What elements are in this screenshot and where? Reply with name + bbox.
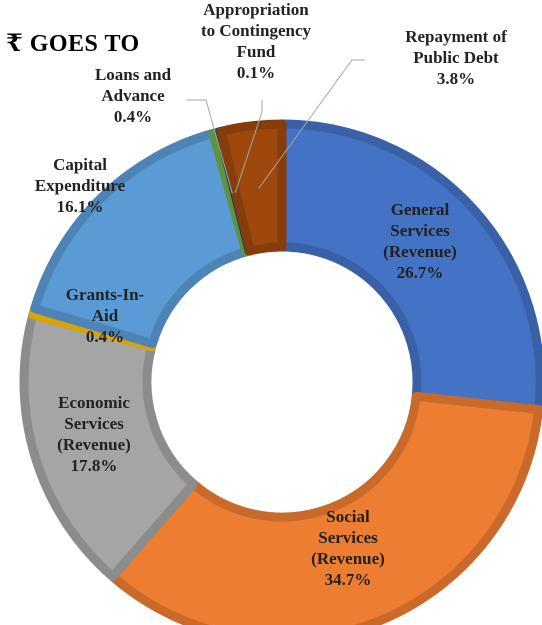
label-grants-in-aid: Grants-In-Aid 0.4%	[66, 285, 145, 346]
slice-capital-expenditure	[30, 128, 251, 349]
label-economic-services-revenue: Economic Services (Revenue) 17.8%	[57, 393, 131, 475]
slice-general-services-revenue	[277, 119, 542, 415]
slice-repayment-of-public-debt	[216, 119, 287, 256]
label-loans-and-advance: Loans and Advance 0.4%	[95, 65, 172, 126]
label-general-services-revenue: General Services (Revenue) 26.7%	[383, 200, 457, 282]
label-appropriation-to-contingency-fund: Appropriation to Contingency Fund 0.1%	[201, 0, 312, 82]
leader-line-repayment-of-public-debt	[258, 59, 365, 189]
leader-line-loans-and-advance	[186, 99, 233, 194]
label-repayment-of-public-debt: Repayment of Public Debt 3.8%	[405, 27, 507, 88]
label-social-services-revenue: Social Services (Revenue) 34.7%	[311, 507, 385, 589]
label-capital-expenditure: Capital Expenditure 16.1%	[35, 155, 126, 216]
slice-economic-services-revenue	[19, 310, 198, 582]
leader-line-appropriation-to-contingency-fund	[234, 100, 263, 193]
chart-title: ₹ GOES TO	[6, 31, 140, 57]
slice-social-services-revenue	[108, 391, 542, 625]
